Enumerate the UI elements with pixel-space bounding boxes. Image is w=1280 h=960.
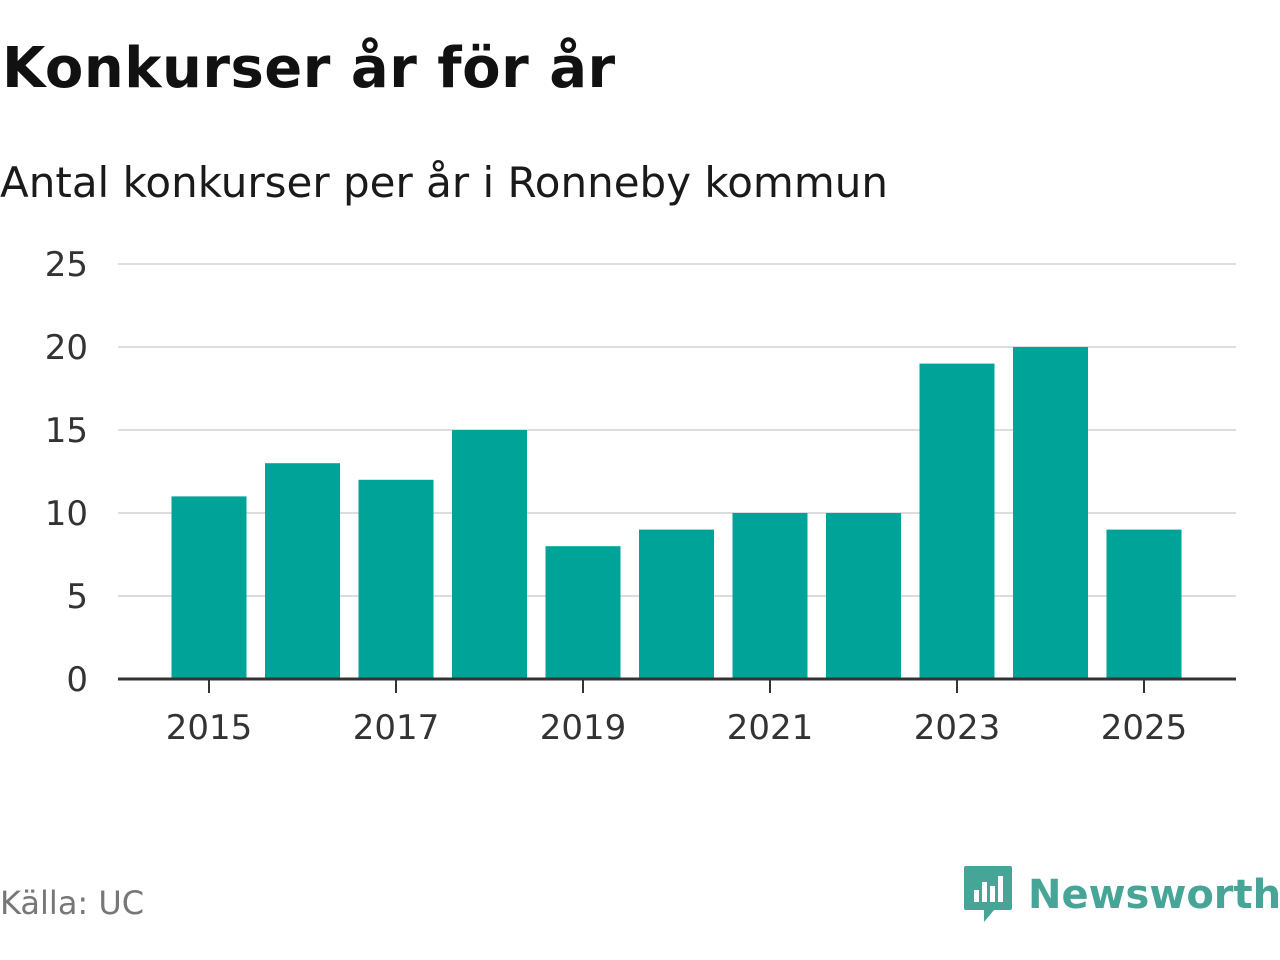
y-tick-label-0: 0 xyxy=(66,660,88,700)
bar-2015 xyxy=(171,496,247,679)
x-tick-label-2019: 2019 xyxy=(540,708,627,748)
bar-2021 xyxy=(732,513,808,679)
bar-2017 xyxy=(358,479,434,679)
newsworthy-logo: Newsworthy xyxy=(962,864,1280,926)
newsworthy-logo-text: Newsworthy xyxy=(1028,872,1280,918)
bar-2023 xyxy=(919,363,995,679)
bar-2022 xyxy=(826,513,901,679)
x-tick-label-2015: 2015 xyxy=(166,708,253,748)
source-note: Källa: UC xyxy=(0,884,145,922)
y-tick-label-20: 20 xyxy=(45,328,88,368)
bar-2025 xyxy=(1106,529,1182,679)
bar-2019 xyxy=(545,546,621,679)
bar-2016 xyxy=(265,463,340,679)
bar-2024 xyxy=(1013,347,1088,679)
x-tick-label-2021: 2021 xyxy=(727,708,814,748)
chart-subtitle: Antal konkurser per år i Ronneby kommun xyxy=(0,158,888,207)
x-tick-label-2023: 2023 xyxy=(914,708,1001,748)
chart-title: Konkurser år för år xyxy=(2,36,616,101)
newsworthy-logo-icon xyxy=(964,866,1012,922)
y-tick-label-15: 15 xyxy=(45,411,88,451)
x-tick-label-2025: 2025 xyxy=(1101,708,1188,748)
bar-2018 xyxy=(452,430,527,679)
y-tick-label-10: 10 xyxy=(45,494,88,534)
y-tick-label-25: 25 xyxy=(45,245,88,285)
x-tick-label-2017: 2017 xyxy=(353,708,440,748)
y-tick-label-5: 5 xyxy=(66,577,88,617)
bar-2020 xyxy=(639,529,714,679)
